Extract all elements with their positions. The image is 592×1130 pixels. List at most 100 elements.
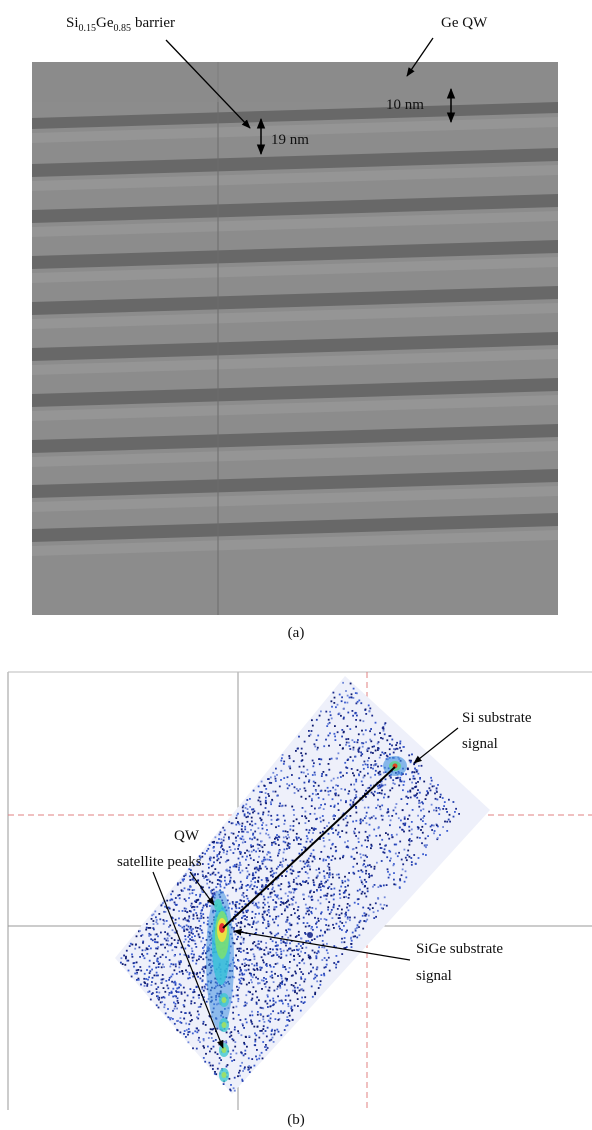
intensity-dot [125, 958, 127, 960]
intensity-dot [267, 880, 269, 882]
intensity-dot [347, 759, 349, 761]
intensity-dot [239, 888, 241, 890]
intensity-dot [226, 1032, 228, 1034]
intensity-dot [411, 754, 413, 756]
intensity-dot [240, 838, 242, 840]
intensity-dot [265, 1030, 267, 1032]
intensity-dot [221, 842, 223, 844]
intensity-dot [300, 976, 302, 978]
intensity-dot [249, 972, 251, 974]
intensity-dot [334, 697, 336, 699]
intensity-dot [345, 912, 347, 914]
intensity-dot [411, 840, 413, 842]
intensity-dot [381, 765, 383, 767]
intensity-dot [330, 895, 332, 897]
intensity-dot [323, 975, 325, 977]
intensity-dot [319, 817, 321, 819]
intensity-dot [313, 978, 315, 980]
intensity-dot [381, 793, 383, 795]
intensity-dot [236, 907, 238, 909]
intensity-dot [244, 1050, 246, 1052]
intensity-dot [167, 940, 169, 942]
intensity-dot [260, 801, 262, 803]
intensity-dot [302, 894, 304, 896]
intensity-dot [306, 769, 308, 771]
intensity-dot [332, 917, 334, 919]
intensity-dot [313, 762, 315, 764]
intensity-dot [289, 948, 291, 950]
intensity-dot [251, 1023, 253, 1025]
intensity-dot [277, 895, 279, 897]
intensity-dot [277, 963, 279, 965]
intensity-dot [243, 938, 245, 940]
intensity-dot [145, 929, 147, 931]
intensity-dot [323, 798, 325, 800]
intensity-dot [358, 870, 360, 872]
intensity-dot [365, 831, 367, 833]
intensity-dot [380, 885, 382, 887]
intensity-dot [252, 845, 254, 847]
intensity-dot [168, 979, 170, 981]
intensity-dot [430, 783, 432, 785]
intensity-dot [185, 1036, 187, 1038]
intensity-dot [323, 973, 325, 975]
intensity-dot [166, 985, 168, 987]
intensity-dot [275, 837, 277, 839]
intensity-dot [257, 848, 259, 850]
intensity-dot [243, 959, 245, 961]
intensity-dot [178, 987, 180, 989]
intensity-dot [258, 827, 260, 829]
intensity-dot [156, 991, 158, 993]
intensity-dot [316, 952, 318, 954]
intensity-dot [158, 913, 160, 915]
intensity-dot [183, 919, 185, 921]
intensity-dot [163, 919, 165, 921]
intensity-dot [274, 906, 276, 908]
intensity-dot [388, 796, 390, 798]
intensity-dot [335, 829, 337, 831]
intensity-dot [365, 914, 367, 916]
intensity-dot [191, 930, 193, 932]
intensity-dot [314, 743, 316, 745]
intensity-dot [368, 807, 370, 809]
intensity-dot [194, 991, 196, 993]
intensity-dot [296, 839, 298, 841]
intensity-dot [243, 939, 245, 941]
intensity-dot [444, 821, 446, 823]
intensity-dot [205, 1024, 207, 1026]
intensity-dot [189, 1031, 191, 1033]
intensity-dot [455, 808, 457, 810]
intensity-dot [297, 998, 299, 1000]
intensity-dot [326, 774, 328, 776]
intensity-dot [292, 990, 294, 992]
intensity-dot [395, 777, 397, 779]
intensity-dot [339, 893, 341, 895]
intensity-dot [374, 774, 376, 776]
intensity-dot [333, 894, 335, 896]
intensity-dot [370, 777, 372, 779]
intensity-dot [286, 783, 288, 785]
intensity-dot [195, 912, 197, 914]
intensity-dot [191, 928, 193, 930]
intensity-dot [423, 815, 425, 817]
intensity-dot [429, 787, 431, 789]
intensity-dot [409, 844, 411, 846]
intensity-dot [310, 855, 312, 857]
intensity-dot [240, 948, 242, 950]
intensity-dot [182, 880, 184, 882]
intensity-dot [261, 956, 263, 958]
intensity-dot [236, 966, 238, 968]
intensity-dot [223, 1041, 225, 1043]
intensity-dot [288, 995, 290, 997]
intensity-dot [359, 876, 361, 878]
intensity-dot [250, 880, 252, 882]
intensity-dot [251, 926, 253, 928]
intensity-dot [354, 832, 356, 834]
intensity-dot [181, 991, 183, 993]
intensity-dot [258, 1037, 260, 1039]
intensity-dot [335, 846, 337, 848]
intensity-dot [374, 866, 376, 868]
intensity-dot [164, 1004, 166, 1006]
intensity-dot [377, 747, 379, 749]
intensity-dot [295, 982, 297, 984]
